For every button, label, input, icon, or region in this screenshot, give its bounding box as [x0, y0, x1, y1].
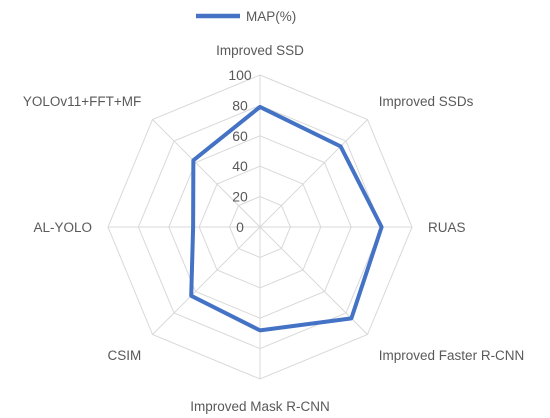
legend-label: MAP(%)	[246, 9, 296, 24]
grid-spoke	[152, 119, 261, 228]
grid-spoke	[259, 119, 368, 228]
category-label: Improved Mask R-CNN	[190, 399, 330, 414]
radar-grid	[107, 74, 413, 380]
tick-label: 20	[232, 189, 248, 205]
category-label: Improved SSDs	[379, 94, 474, 109]
category-labels: Improved SSD Improved SSDs RUAS Improved Fa…	[23, 43, 524, 414]
category-label: Improved SSD	[216, 43, 304, 58]
radar-series	[189, 104, 384, 333]
category-label: Improved Faster R-CNN	[379, 348, 525, 363]
grid-spoke	[259, 226, 368, 335]
grid-spoke	[152, 226, 261, 335]
category-label: RUAS	[428, 220, 466, 235]
tick-label: 0	[236, 219, 244, 235]
tick-label: 40	[232, 158, 248, 174]
category-label: CSIM	[107, 348, 141, 363]
radial-ticks: 0 20 40 60 80 100	[228, 67, 252, 235]
category-label: YOLOv11+FFT+MF	[23, 94, 141, 109]
tick-label: 60	[232, 128, 248, 144]
tick-label: 100	[228, 67, 252, 83]
category-label: AL-YOLO	[33, 220, 92, 235]
legend: MAP(%)	[196, 9, 296, 24]
tick-label: 80	[232, 97, 248, 113]
